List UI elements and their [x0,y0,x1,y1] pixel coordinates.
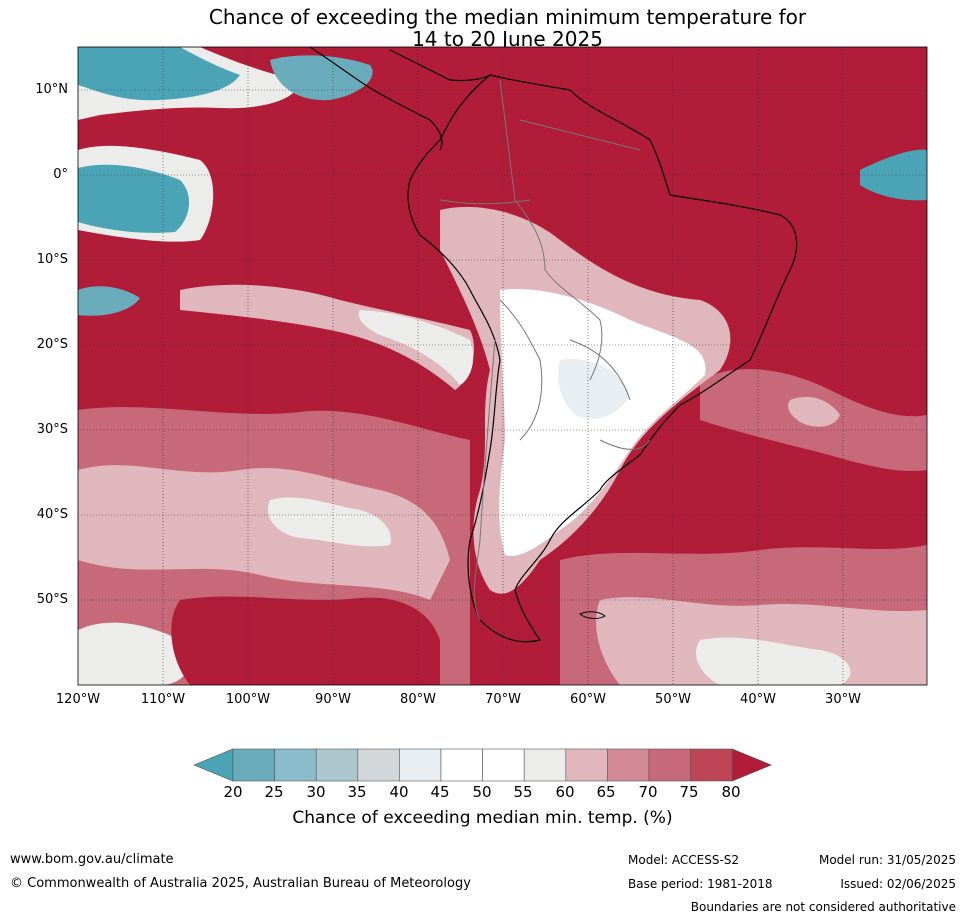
lon-label-70w: 70°W [485,692,521,707]
lon-label-50w: 50°W [655,692,691,707]
lat-label-40s: 40°S [36,507,68,522]
lat-label-20s: 20°S [36,337,68,352]
southern-ocean-light [78,465,450,600]
colorbar-cell [565,748,608,782]
website-text: www.bom.gov.au/climate [10,852,174,867]
lat-label-30s: 30°S [36,422,68,437]
colorbar-tick-55: 55 [513,783,533,801]
colorbar-tick-75: 75 [679,783,699,801]
colorbar-tick-35: 35 [347,783,367,801]
colorbar-tick-40: 40 [389,783,409,801]
map-title-line2: 14 to 20 June 2025 [412,27,603,51]
lon-label-120w: 120°W [55,692,101,707]
lon-label-80w: 80°W [400,692,436,707]
disclaimer-text: Boundaries are not considered authoritat… [690,900,956,914]
graticule [78,47,927,685]
colorbar-cell [357,748,400,782]
lon-label-60w: 60°W [570,692,606,707]
colorbar-tick-45: 45 [430,783,450,801]
south-america-coastline [407,74,798,643]
colorbar [193,748,772,782]
map-frame [77,46,928,686]
atlantic-streak-light [788,396,840,427]
pacific-pale-streak [180,284,475,390]
colorbar-tick-60: 60 [555,783,575,801]
country-borders [439,79,651,621]
colorbar-tick-70: 70 [638,783,658,801]
colorbar-cell [648,748,691,782]
colorbar-cell [232,748,275,782]
base-period-text: Base period: 1981-2018 [628,877,773,891]
map-title-line1: Chance of exceeding the median minimum t… [208,5,807,29]
model-text: Model: ACCESS-S2 [628,853,740,867]
lat-label-50s: 50°S [36,592,68,607]
lon-label-40w: 40°W [740,692,776,707]
southern-ocean-pale [268,497,391,547]
colorbar-cell [274,748,317,782]
lon-label-110w: 110°W [140,692,186,707]
sw-pale-patch [78,622,191,685]
model-run-text: Model run: 31/05/2025 [818,853,956,867]
pacific-teal-south [78,286,140,316]
colorbar-arrow-low [193,748,234,782]
lon-label-100w: 100°W [225,692,271,707]
colorbar-tick-30: 30 [306,783,326,801]
pacific-teal-north-core [78,47,240,101]
lat-label-0: 0° [53,167,68,182]
colorbar-cell [315,748,359,782]
colorbar-cell [399,748,442,782]
colorbar-tick-50: 50 [472,783,492,801]
atlantic-teal-equator [860,149,927,201]
colorbar-cell [482,748,525,782]
colorbar-label: Chance of exceeding median min. temp. (%… [292,808,673,828]
lon-label-90w: 90°W [315,692,351,707]
colorbar-tick-80: 80 [721,783,741,801]
colorbar-tick-20: 20 [223,783,243,801]
central-america-coastline [309,46,491,151]
colorbar-cell [690,748,733,782]
issued-text: Issued: 02/06/2025 [840,877,956,891]
south-deep-red [171,596,441,685]
colorbar-tick-65: 65 [596,783,616,801]
lat-label-10s: 10°S [36,252,68,267]
south-america-white [499,289,706,556]
lon-label-30w: 30°W [825,692,861,707]
colorbar-tick-25: 25 [264,783,284,801]
south-america-grey [558,359,630,419]
colorbar-cell [607,748,650,782]
colorbar-arrow-high [731,748,772,782]
lat-label-10n: 10°N [35,82,68,97]
colorbar-cell [440,748,483,782]
caribbean-teal [270,55,373,101]
colorbar-cell [523,748,567,782]
pacific-teal-equator-core [78,164,190,233]
pacific-white-streak [358,310,474,385]
copyright-text: © Commonwealth of Australia 2025, Austra… [10,876,471,891]
falkland-islands [579,611,606,619]
probability-map [77,46,928,686]
south-atlantic-pale [696,637,851,685]
